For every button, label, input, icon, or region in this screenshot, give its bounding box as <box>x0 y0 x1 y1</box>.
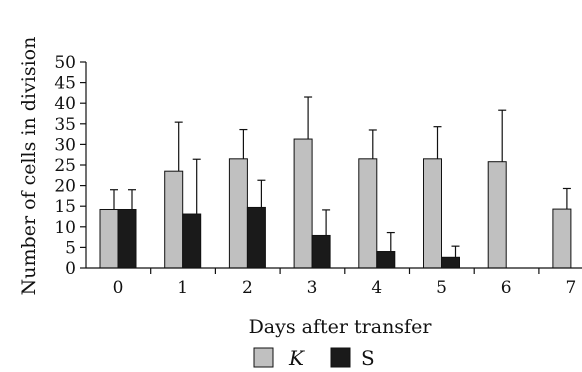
y-tick-label: 45 <box>54 74 76 94</box>
bar-k-day-5 <box>423 158 442 269</box>
bar-k-day-2 <box>228 158 248 269</box>
x-tick-label: 0 <box>113 278 124 298</box>
x-tick-label: 2 <box>242 278 253 298</box>
x-tick-label: 4 <box>371 278 382 298</box>
legend-swatch-k <box>253 347 274 368</box>
bar-k-day-1 <box>164 170 184 269</box>
bar-s-day-5 <box>441 256 460 269</box>
bar-k-day-4 <box>358 158 378 269</box>
legend: K S <box>253 346 375 370</box>
x-tick-label: 1 <box>177 278 188 298</box>
y-tick-label: 35 <box>54 115 76 135</box>
bar-s-day-3 <box>311 234 331 269</box>
y-tick-label: 15 <box>54 197 76 217</box>
y-tick-label: 10 <box>54 218 76 238</box>
x-axis: 0 1 2 3 4 5 6 7 <box>86 267 582 298</box>
bar-k-day-0 <box>99 208 119 269</box>
x-tick-label: 7 <box>565 278 576 298</box>
bar-k-day-3 <box>293 138 313 269</box>
y-tick-label: 0 <box>65 259 76 279</box>
x-tick-label: 3 <box>307 278 318 298</box>
bar-s-day-2 <box>246 206 266 269</box>
y-tick-label: 5 <box>65 238 76 258</box>
legend-label-s: S <box>361 346 375 370</box>
plot-area <box>99 96 572 269</box>
legend-swatch-s <box>330 347 351 368</box>
bar-s-day-0 <box>117 208 137 269</box>
x-axis-label: Days after transfer <box>249 316 433 338</box>
y-tick-label: 40 <box>54 94 76 114</box>
bar-k-day-6 <box>487 161 507 269</box>
legend-label-k: K <box>288 346 305 370</box>
x-tick-label: 6 <box>501 278 512 298</box>
y-tick-label: 20 <box>54 177 76 197</box>
y-tick-label: 25 <box>54 156 76 176</box>
bar-s-day-4 <box>376 251 396 269</box>
y-axis-label: Number of cells in division <box>18 37 40 296</box>
y-tick-label: 30 <box>54 135 76 155</box>
y-tick-label: 50 <box>54 53 76 73</box>
bar-k-day-7 <box>552 208 572 269</box>
bar-s-day-1 <box>182 213 202 269</box>
x-tick-label: 5 <box>436 278 447 298</box>
